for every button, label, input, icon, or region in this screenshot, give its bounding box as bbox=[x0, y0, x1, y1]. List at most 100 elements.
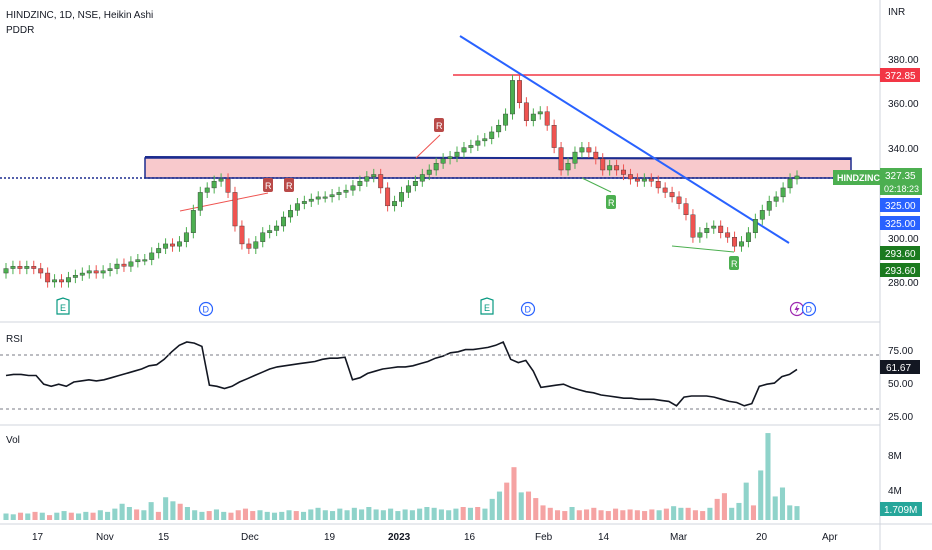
candle-body bbox=[433, 163, 439, 171]
volume-bar bbox=[17, 512, 24, 520]
dividend-marker[interactable]: D bbox=[198, 301, 214, 317]
dividend-marker[interactable]: D bbox=[520, 301, 536, 317]
rsi-value: 61.67 bbox=[886, 363, 911, 374]
candle-body bbox=[308, 198, 314, 202]
candle-body bbox=[565, 163, 571, 171]
supply-zone[interactable] bbox=[144, 157, 852, 179]
volume-bar bbox=[54, 512, 60, 520]
support-value-a: 293.60 bbox=[885, 249, 916, 260]
volume-bar bbox=[337, 508, 343, 520]
pattern-line-1 bbox=[179, 192, 269, 212]
candle-body bbox=[294, 203, 300, 211]
volume-bar bbox=[518, 492, 524, 520]
bearish-reversal-marker[interactable]: R bbox=[434, 118, 444, 132]
earnings-marker[interactable]: E bbox=[56, 297, 70, 315]
volume-bar bbox=[286, 510, 292, 520]
downtrend-line[interactable] bbox=[459, 35, 790, 244]
split-lightning-icon[interactable] bbox=[789, 301, 805, 317]
time-tick: Apr bbox=[822, 532, 838, 543]
volume-bar bbox=[221, 511, 227, 520]
volume-bar bbox=[431, 507, 437, 520]
candle-body bbox=[10, 266, 16, 269]
candle-body bbox=[246, 243, 252, 249]
volume-bar bbox=[634, 510, 640, 520]
time-tick: Nov bbox=[96, 532, 114, 543]
volume-bar bbox=[533, 498, 539, 520]
volume-bar bbox=[475, 507, 481, 520]
rsi-value-tag bbox=[880, 360, 920, 374]
candle-body bbox=[537, 111, 543, 115]
chart-title: HINDZINC, 1D, NSE, Heikin Ashi bbox=[6, 10, 153, 21]
volume-bar bbox=[68, 512, 74, 520]
candle-body bbox=[683, 203, 689, 216]
rsi-tick: 75.00 bbox=[888, 346, 913, 357]
volume-bar bbox=[402, 509, 408, 520]
bearish-reversal-marker[interactable]: R bbox=[263, 178, 273, 192]
volume-bar bbox=[794, 506, 800, 520]
volume-bar bbox=[134, 509, 140, 520]
candle-body bbox=[142, 259, 148, 262]
candle-body bbox=[461, 147, 467, 153]
candle-body bbox=[232, 192, 238, 227]
candle-body bbox=[503, 113, 509, 126]
candle-body bbox=[399, 192, 404, 202]
volume-bar bbox=[489, 498, 495, 520]
volume-bar bbox=[105, 511, 111, 520]
time-tick: 16 bbox=[464, 532, 476, 543]
candle-body bbox=[523, 102, 529, 121]
candle-body bbox=[79, 272, 85, 276]
volume-bar bbox=[605, 511, 611, 520]
candle-body bbox=[107, 268, 113, 271]
volume-bar bbox=[300, 511, 307, 520]
reversal-marker-label: R bbox=[608, 198, 615, 208]
candle-body bbox=[288, 210, 293, 218]
volume-bar bbox=[584, 509, 590, 520]
volume-bar bbox=[620, 510, 626, 520]
earnings-marker-label: E bbox=[60, 303, 66, 313]
candle-body bbox=[128, 261, 134, 267]
candle-body bbox=[454, 151, 460, 157]
candle-body bbox=[752, 219, 758, 233]
candle-body bbox=[343, 189, 349, 193]
candle-body bbox=[426, 169, 432, 175]
candle-body bbox=[274, 225, 280, 231]
candle-body bbox=[787, 178, 793, 189]
reversal-marker-label: R bbox=[436, 121, 443, 131]
volume-bar bbox=[112, 508, 118, 520]
volume-bar bbox=[192, 510, 198, 520]
volume-bar bbox=[482, 508, 488, 520]
volume-bar bbox=[25, 513, 31, 520]
bullish-reversal-marker[interactable]: R bbox=[729, 256, 739, 270]
volume-bar bbox=[293, 511, 299, 520]
volume-bar bbox=[438, 509, 444, 520]
candle-body bbox=[718, 225, 724, 233]
candle-body bbox=[634, 178, 640, 182]
candle-body bbox=[3, 268, 9, 274]
dividend-marker[interactable]: D bbox=[801, 301, 817, 317]
volume-bar bbox=[467, 507, 473, 520]
candle-body bbox=[482, 138, 488, 142]
candle-body bbox=[447, 156, 453, 159]
volume-bar bbox=[554, 510, 561, 520]
candle-body bbox=[614, 165, 620, 171]
bearish-reversal-marker[interactable]: R bbox=[284, 178, 294, 192]
volume-bar bbox=[692, 510, 698, 520]
volume-bar bbox=[511, 467, 517, 520]
earnings-marker[interactable]: E bbox=[480, 297, 494, 315]
volume-bar bbox=[779, 487, 786, 520]
candle-body bbox=[156, 248, 162, 254]
bullish-reversal-marker[interactable]: R bbox=[606, 195, 616, 209]
candle-body bbox=[621, 169, 626, 175]
volume-bar bbox=[148, 502, 154, 520]
zone-top-line[interactable] bbox=[144, 156, 852, 160]
volume-bar bbox=[663, 508, 669, 520]
support-tag-a bbox=[880, 246, 920, 260]
candle-body bbox=[676, 196, 682, 204]
candle-body bbox=[766, 201, 772, 211]
volume-bar bbox=[155, 511, 161, 520]
support-tag-b bbox=[880, 263, 920, 277]
candle-body bbox=[65, 277, 71, 283]
volume-bar bbox=[656, 510, 662, 520]
candle-body bbox=[794, 175, 800, 180]
